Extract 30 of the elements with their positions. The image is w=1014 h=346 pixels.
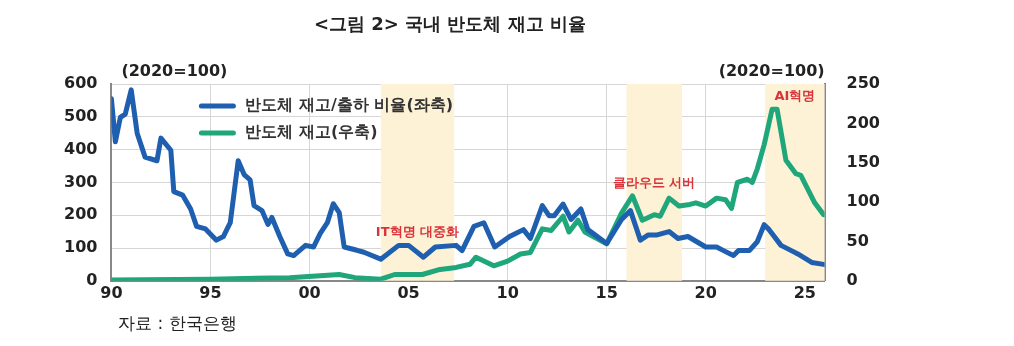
y2-tick-label: 50: [846, 230, 869, 250]
y-tick-label: 100: [63, 237, 98, 257]
x-tick-label: 90: [100, 282, 123, 302]
y2-tick-label: 0: [846, 269, 858, 289]
legend-label: 반도체 재고/출하 비율(좌축): [245, 95, 454, 115]
band-label: AI혁명: [774, 88, 816, 104]
legend-label: 반도체 재고(우축): [245, 122, 378, 142]
y2-tick-label: 250: [846, 73, 881, 93]
y-tick-label: 500: [63, 105, 98, 125]
x-tick-label: 20: [694, 282, 717, 302]
band-label: IT혁명 대중화: [375, 224, 460, 240]
x-tick-label: 00: [298, 282, 321, 302]
band-label: 클라우드 서버: [612, 174, 696, 190]
y2-tick-label: 100: [846, 191, 881, 211]
x-tick-label: 10: [496, 282, 519, 302]
chart-title: <그림 2> 국내 반도체 재고 비율: [313, 12, 587, 36]
y-tick-label: 300: [63, 171, 98, 191]
y2-tick-label: 200: [846, 112, 881, 132]
y2-axis-title: (2020=100): [718, 61, 825, 81]
text: 자료 : 한국은행: [118, 312, 237, 335]
y-tick-label: 600: [63, 73, 98, 93]
x-tick-label: 05: [397, 282, 420, 302]
y-tick-label: 0: [86, 269, 98, 289]
y-tick-label: 200: [63, 204, 98, 224]
y-axis-title: (2020=100): [121, 61, 228, 81]
x-tick-label: 25: [793, 282, 816, 302]
x-tick-label: 95: [199, 282, 222, 302]
y-tick-label: 400: [63, 138, 98, 158]
y2-tick-label: 150: [846, 151, 881, 171]
x-tick-label: 15: [595, 282, 618, 302]
